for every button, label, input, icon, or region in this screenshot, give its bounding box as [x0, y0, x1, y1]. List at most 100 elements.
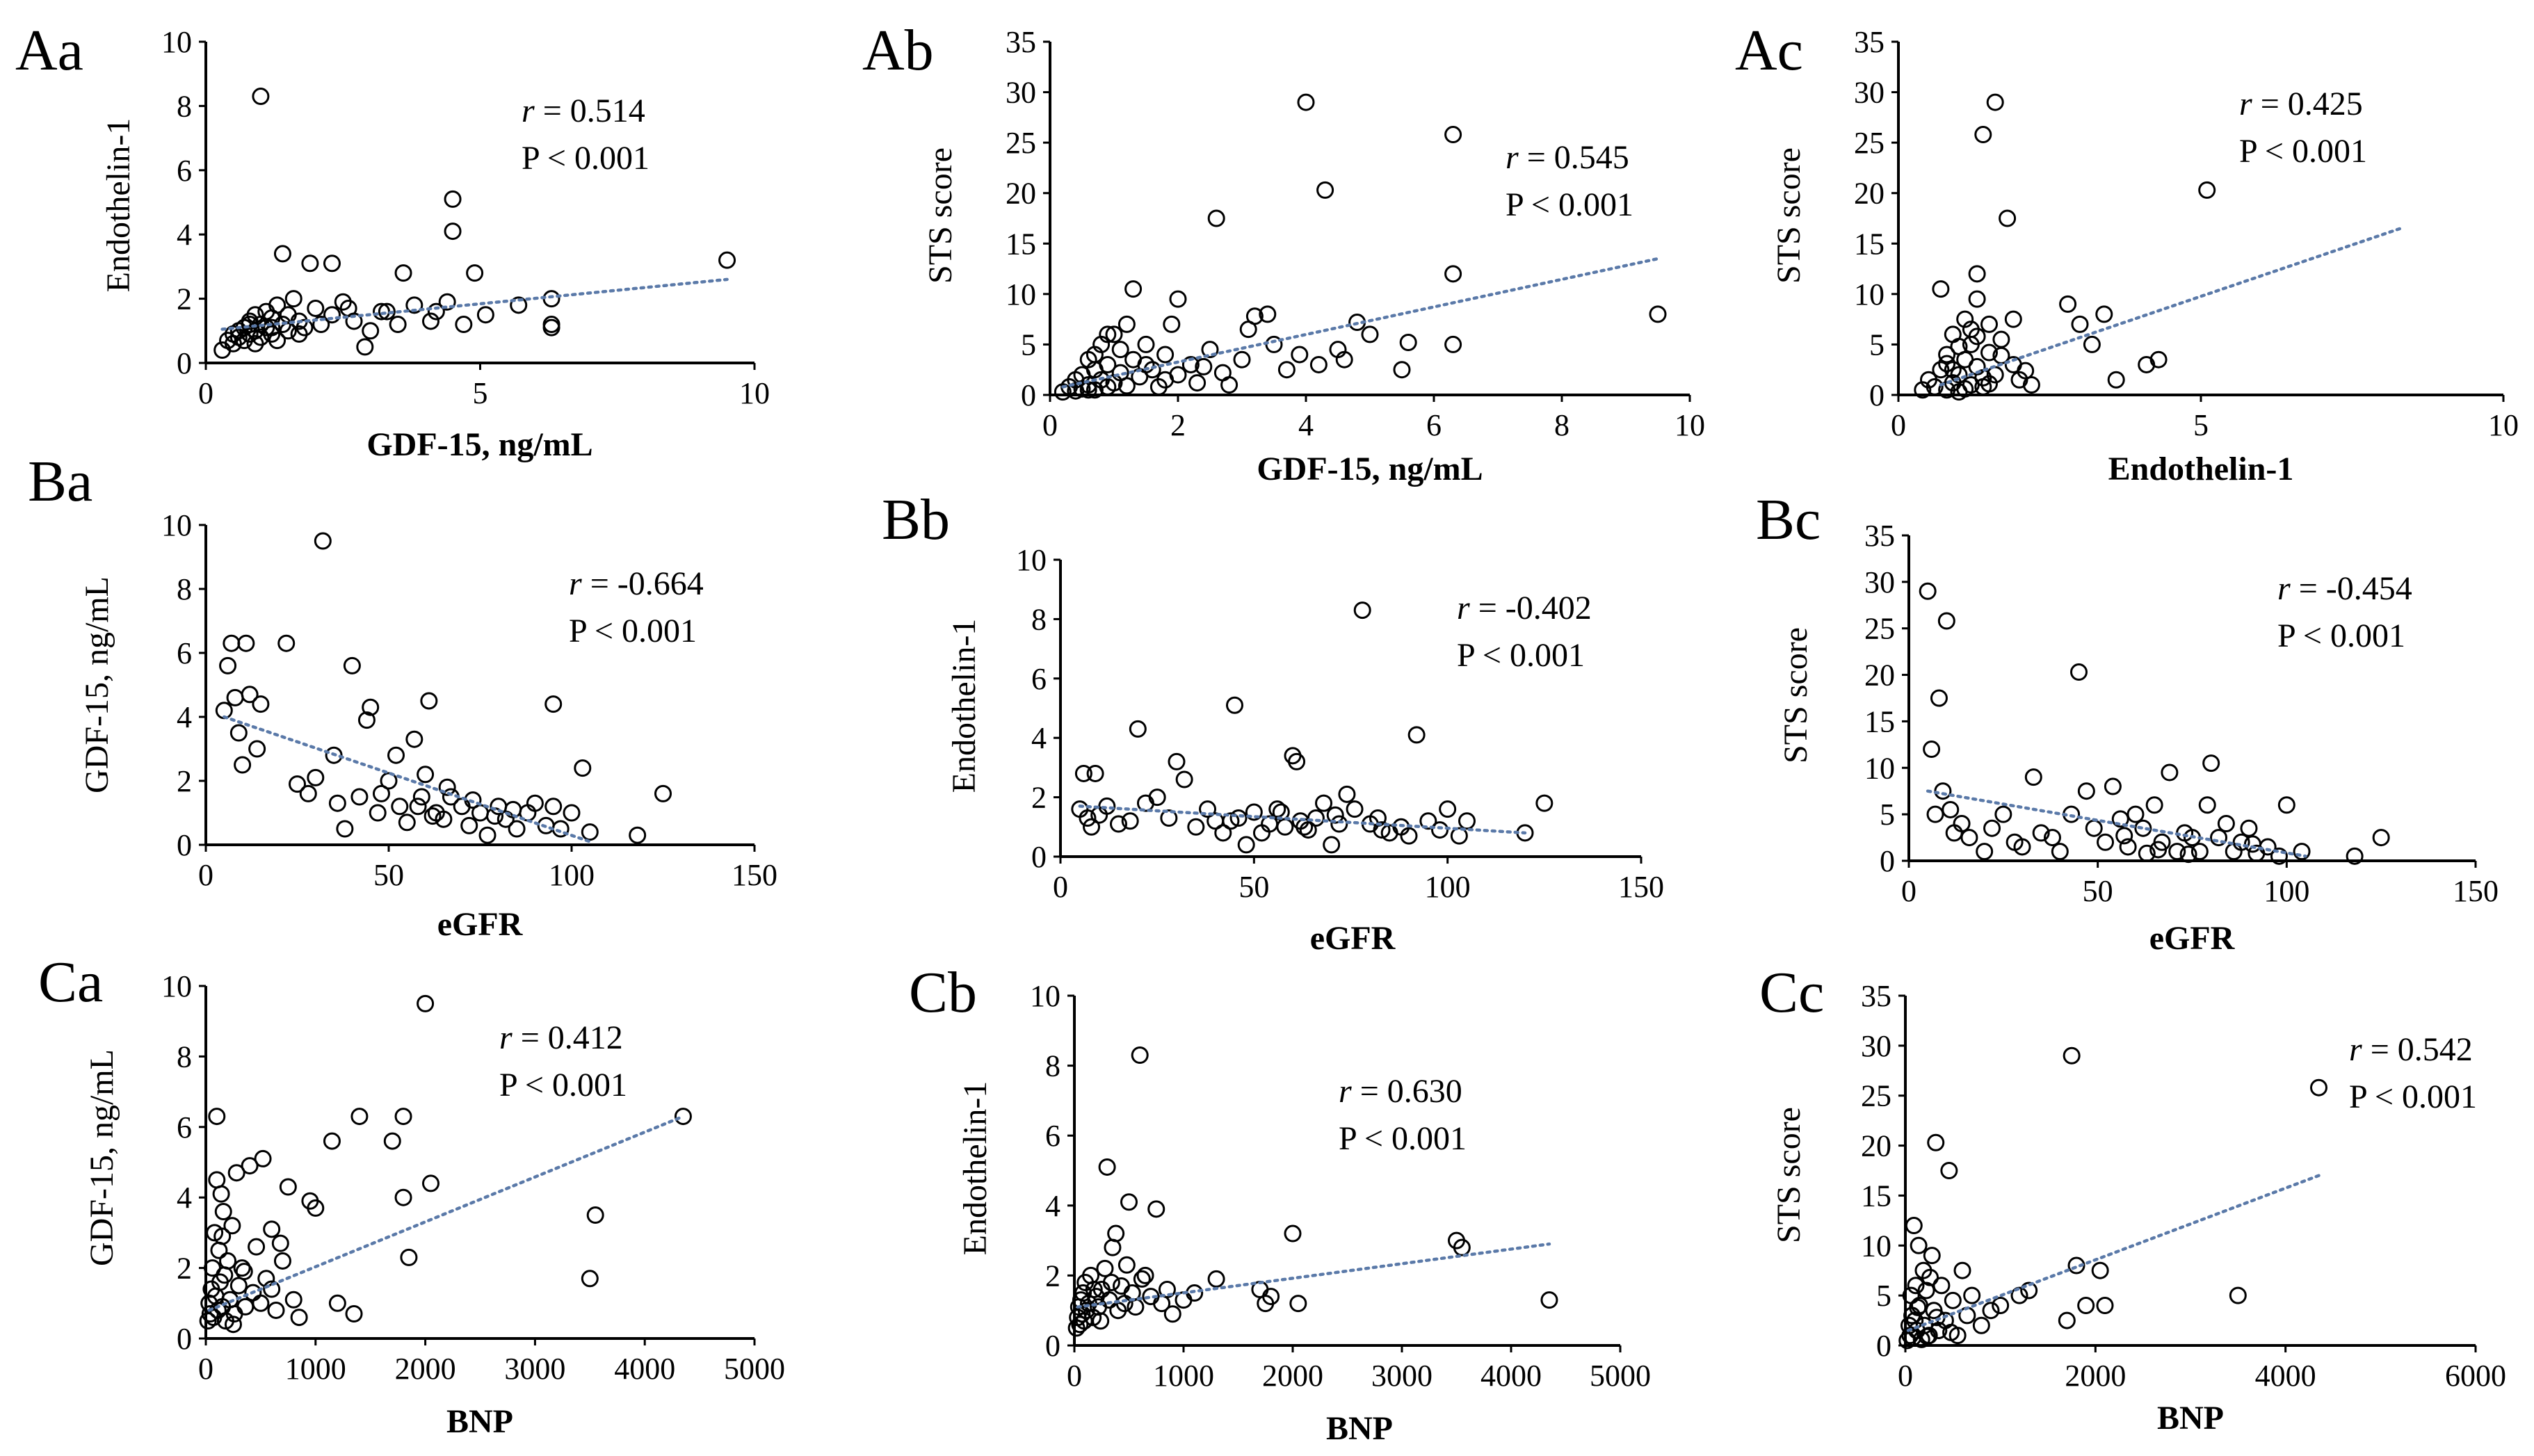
- x-tick-label: 0: [1042, 408, 1058, 442]
- data-point: [1944, 361, 1962, 379]
- data-point: [1107, 1224, 1125, 1243]
- data-point: [252, 1294, 270, 1312]
- p-annotation: P < 0.001: [1457, 637, 1585, 674]
- data-point: [357, 711, 376, 729]
- y-tick-label: 6: [1045, 1119, 1060, 1153]
- data-point: [1399, 334, 1417, 352]
- data-point: [2179, 846, 2197, 864]
- data-point: [1535, 794, 1554, 812]
- data-point: [1944, 1291, 1962, 1309]
- data-point: [289, 775, 306, 793]
- data-point: [1124, 280, 1143, 298]
- r-annotation: r = 0.425: [2239, 86, 2363, 122]
- data-point: [1195, 357, 1213, 375]
- data-point: [263, 1220, 281, 1238]
- data-point: [268, 296, 287, 314]
- trend-line: [220, 277, 729, 331]
- data-point: [336, 820, 354, 838]
- data-point: [444, 190, 462, 208]
- y-tick-label: 8: [1045, 1049, 1060, 1083]
- y-tick-label: 10: [1854, 277, 1885, 312]
- data-point: [2149, 350, 2168, 369]
- data-point: [1092, 1312, 1110, 1330]
- data-point: [314, 532, 332, 550]
- data-point: [248, 1238, 266, 1256]
- p-annotation: P < 0.001: [2239, 133, 2367, 170]
- data-point: [307, 768, 325, 786]
- y-tick-label: 15: [1864, 704, 1895, 738]
- data-point: [1982, 1302, 2000, 1320]
- data-point: [372, 784, 390, 802]
- data-point: [1956, 380, 1974, 398]
- data-point: [1120, 1193, 1138, 1211]
- data-point: [214, 1202, 232, 1220]
- data-point: [2115, 827, 2133, 845]
- data-point: [1187, 818, 1205, 836]
- data-point: [2104, 777, 2122, 795]
- y-tick-label: 4: [177, 700, 192, 734]
- data-point: [476, 306, 494, 324]
- y-tick-label: 25: [1854, 126, 1885, 160]
- r-annotation: r = -0.402: [1457, 590, 1592, 626]
- data-point: [1453, 1238, 1471, 1256]
- data-point: [369, 804, 387, 822]
- data-point: [301, 254, 319, 273]
- data-point: [2063, 1046, 2081, 1065]
- data-point: [271, 1234, 289, 1252]
- data-point: [1099, 325, 1117, 343]
- data-point: [1346, 800, 1364, 818]
- data-point: [421, 1174, 439, 1192]
- data-point: [2372, 829, 2390, 847]
- x-tick-label: 5000: [1590, 1359, 1651, 1393]
- data-point: [1932, 1277, 1951, 1295]
- data-point: [328, 1294, 346, 1312]
- data-point: [542, 318, 560, 337]
- x-tick-label: 100: [1425, 870, 1471, 904]
- data-point: [241, 316, 259, 334]
- data-point: [1316, 181, 1334, 199]
- data-point: [2198, 796, 2216, 814]
- data-point: [1074, 764, 1092, 782]
- data-point: [1133, 1270, 1151, 1288]
- data-point: [387, 746, 405, 764]
- data-point: [263, 1280, 281, 1298]
- data-point: [380, 772, 398, 790]
- panel-label: Ca: [38, 950, 103, 1014]
- y-tick-label: 35: [1854, 25, 1885, 59]
- data-point: [356, 338, 374, 356]
- y-tick-label: 20: [1854, 177, 1885, 211]
- data-point: [1220, 375, 1238, 394]
- y-tick-label: 0: [177, 1322, 192, 1356]
- data-point: [629, 826, 647, 844]
- x-tick-label: 2000: [1262, 1359, 1323, 1393]
- p-annotation: P < 0.001: [1506, 186, 1633, 223]
- data-point: [400, 1248, 418, 1266]
- data-point: [234, 756, 252, 774]
- y-axis-title: STS score: [1770, 1107, 1807, 1243]
- x-tick-label: 6: [1426, 408, 1442, 442]
- y-tick-label: 30: [1864, 565, 1895, 599]
- data-point: [1160, 809, 1178, 827]
- data-point: [1297, 93, 1315, 111]
- data-point: [1163, 1305, 1181, 1323]
- x-axis-title: eGFR: [1310, 920, 1396, 957]
- data-point: [1117, 315, 1136, 333]
- y-tick-label: 10: [161, 508, 192, 542]
- data-point: [1104, 1238, 1122, 1256]
- data-point: [362, 698, 380, 716]
- data-point: [417, 994, 435, 1012]
- data-point: [1137, 335, 1155, 353]
- data-point: [1199, 800, 1217, 818]
- x-tick-label: 4000: [614, 1352, 675, 1386]
- x-axis-title: eGFR: [437, 906, 524, 943]
- panel-label: Aa: [15, 18, 83, 83]
- y-tick-label: 35: [1861, 979, 1891, 1013]
- data-point: [1096, 1259, 1114, 1277]
- data-point: [1085, 1281, 1103, 1299]
- data-point: [1098, 797, 1116, 815]
- x-tick-label: 50: [1238, 870, 1269, 904]
- p-annotation: P < 0.001: [499, 1067, 627, 1103]
- data-point: [2095, 305, 2113, 323]
- y-tick-label: 6: [177, 636, 192, 670]
